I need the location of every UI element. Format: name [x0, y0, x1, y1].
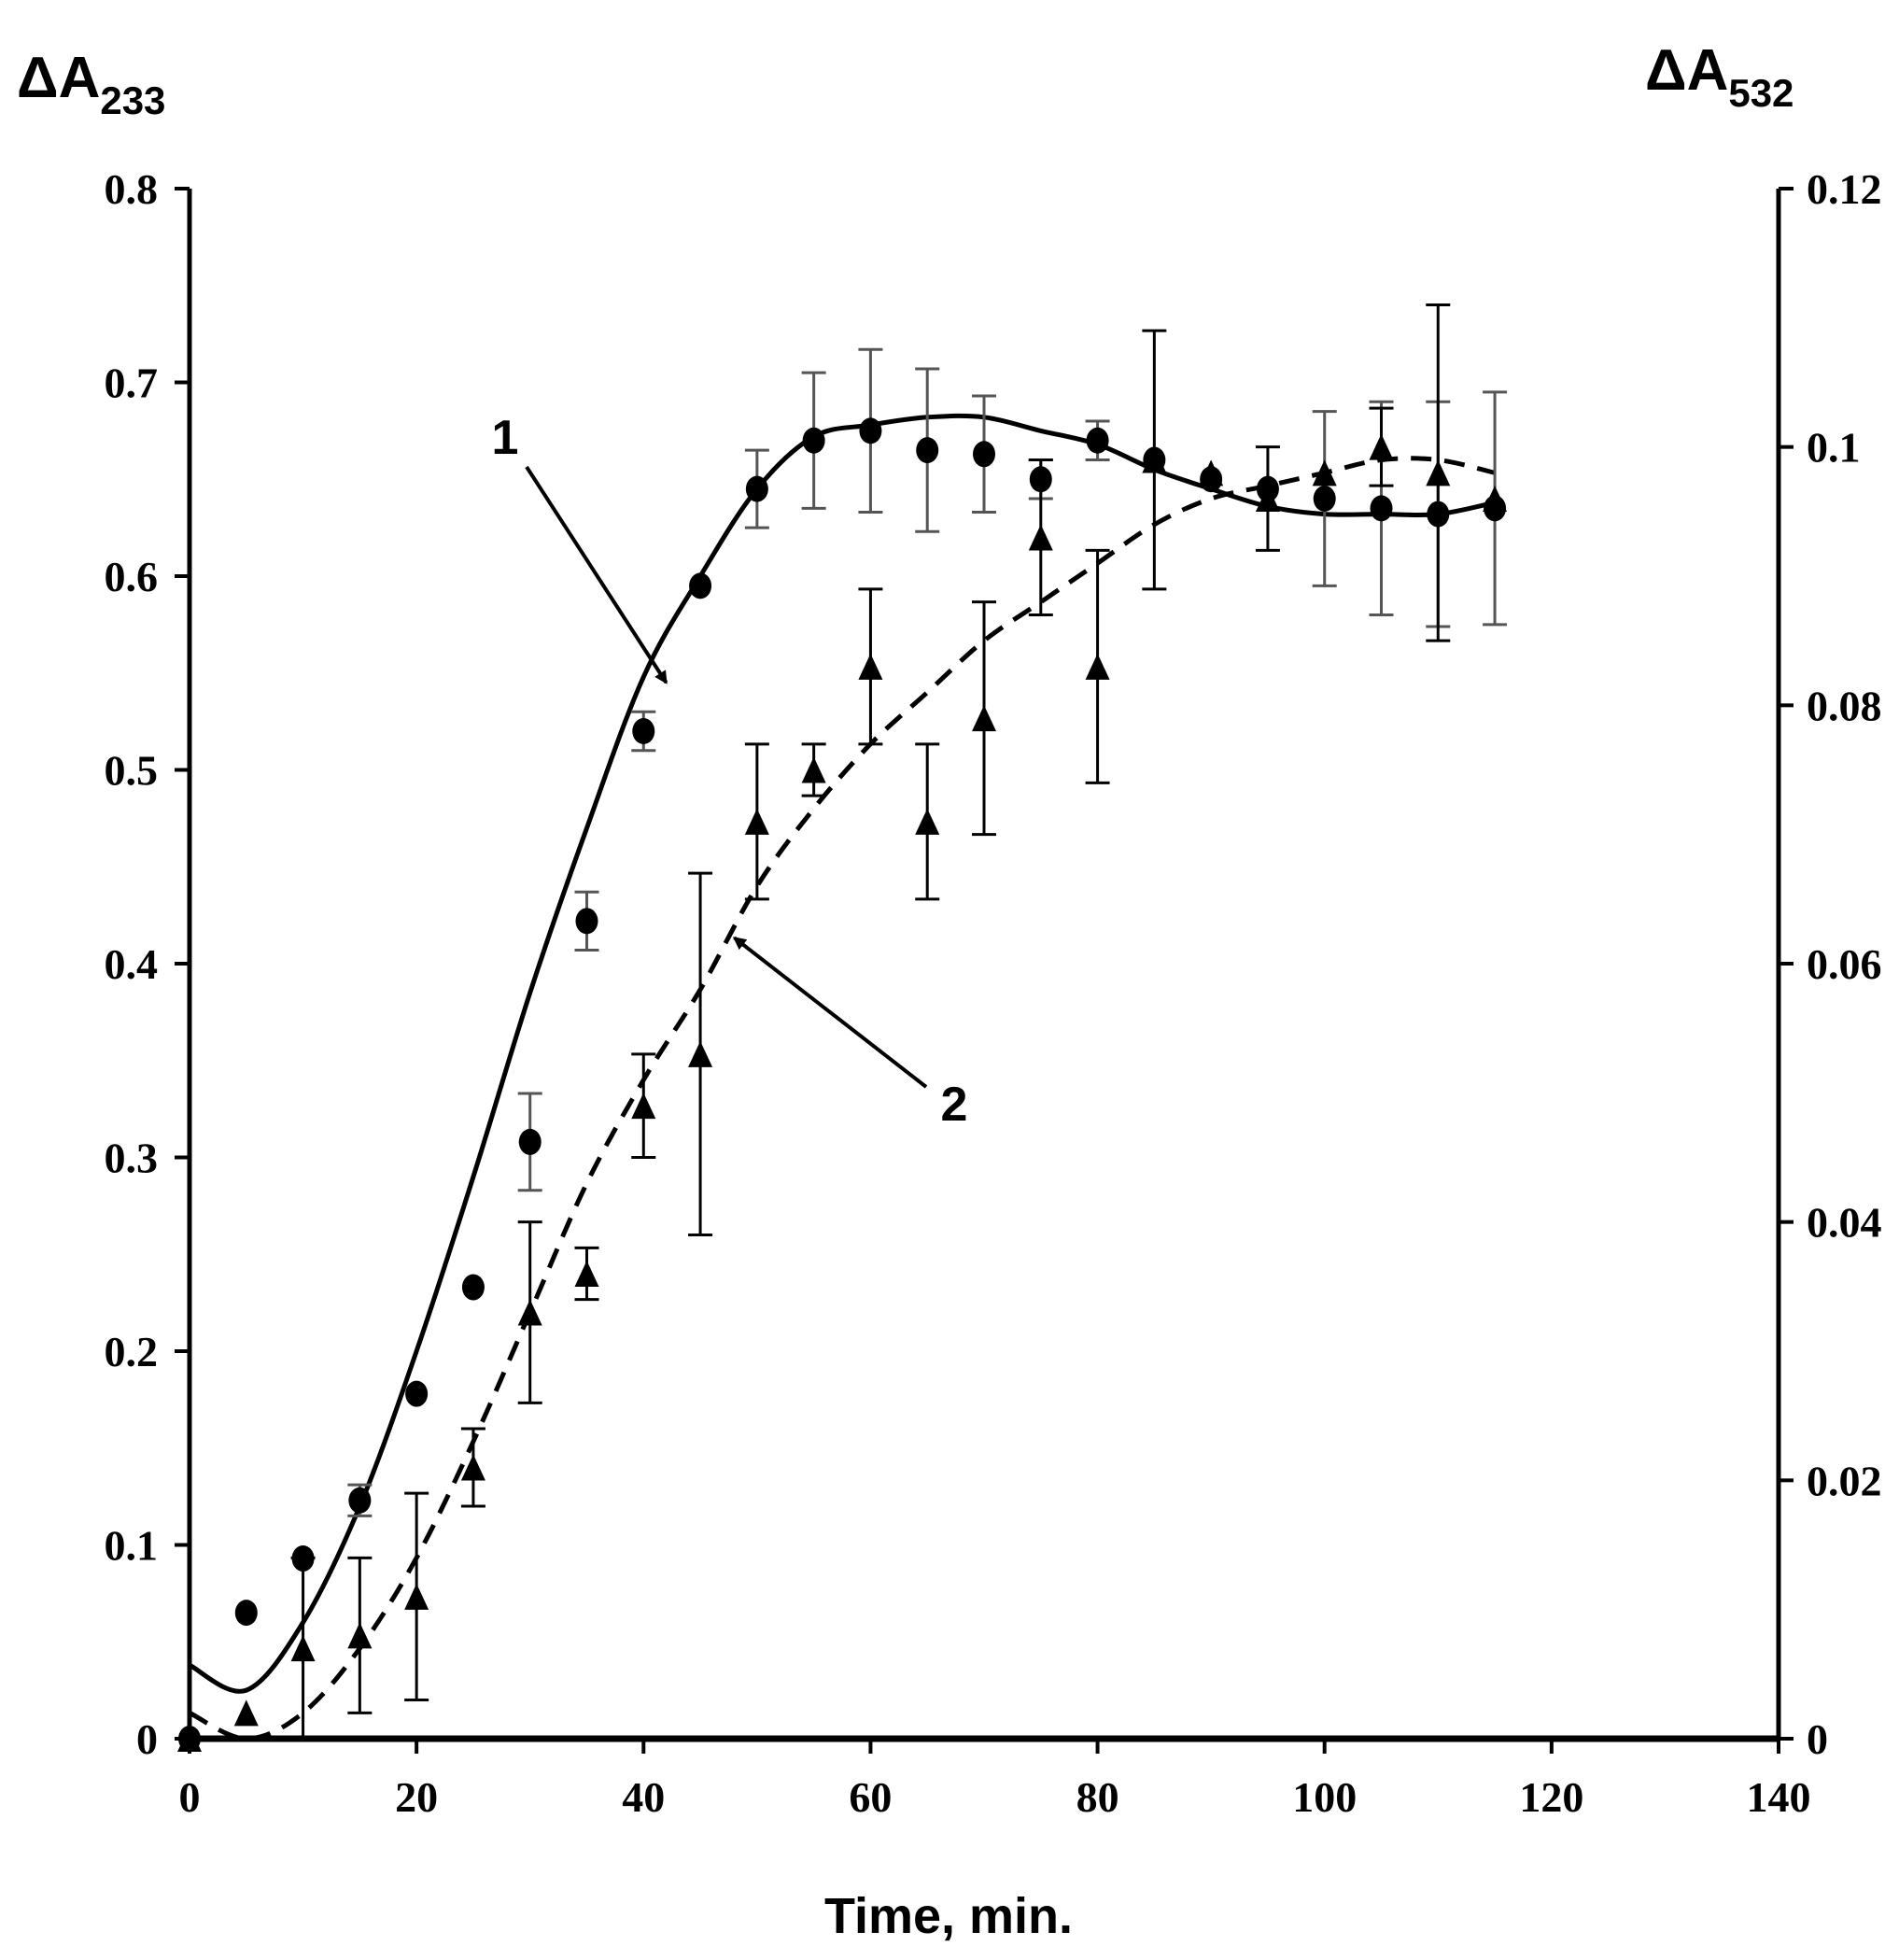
- circle-point: [745, 475, 768, 502]
- triangle-point: [290, 1635, 316, 1662]
- triangle-point: [517, 1299, 542, 1326]
- y-axis-left-label: ΔA233: [17, 46, 165, 122]
- circle-point: [689, 572, 712, 599]
- annotation-arrow-1: [525, 465, 668, 684]
- axes: 0 20 40 60 80 100 120 14000.10.20.30.40.50.60.7…: [105, 165, 1882, 1821]
- circle-point: [916, 437, 939, 464]
- fit-curves: [188, 413, 1496, 1741]
- circle-point: [461, 1274, 485, 1301]
- y-tick-right-label: 0.06: [1807, 940, 1882, 988]
- triangle-point: [1028, 524, 1053, 551]
- y-tick-left-label: 0.4: [105, 940, 159, 988]
- circle-point: [1029, 466, 1052, 493]
- error-bars: [290, 303, 1508, 1741]
- triangle-point: [177, 1726, 202, 1752]
- triangle-point: [631, 1093, 656, 1120]
- y-tick-right-label: 0.08: [1807, 682, 1882, 729]
- y-tick-right-label: 0: [1807, 1715, 1828, 1763]
- circle-point: [632, 718, 655, 744]
- y-axis-right-label-sub: 532: [1728, 71, 1794, 115]
- circle-point: [518, 1128, 542, 1155]
- triangle-point: [1312, 459, 1337, 486]
- circle-point: [234, 1600, 258, 1627]
- triangle-point: [1142, 446, 1167, 473]
- circle-point: [405, 1380, 429, 1407]
- y-tick-left-label: 0.2: [105, 1328, 159, 1375]
- y-tick-right-label: 0.1: [1807, 424, 1861, 472]
- circle-point: [575, 908, 598, 935]
- triangle-point: [1255, 486, 1280, 512]
- x-tick-label: 0: [179, 1773, 201, 1821]
- triangle-point: [688, 1040, 713, 1067]
- triangle-point: [347, 1622, 373, 1649]
- y-axis-right-label-main: ΔA: [1645, 38, 1728, 103]
- triangle-point: [801, 756, 826, 783]
- y-tick-right-label: 0.02: [1807, 1457, 1882, 1504]
- y-tick-right-label: 0.04: [1807, 1199, 1882, 1247]
- annotations: 12: [492, 411, 968, 1132]
- triangle-point: [915, 808, 940, 835]
- y-tick-left-label: 0.6: [105, 553, 159, 600]
- circle-point: [802, 427, 825, 454]
- y-tick-left-label: 0.1: [105, 1522, 159, 1570]
- y-tick-left-label: 0: [136, 1715, 158, 1763]
- y-tick-right-label: 0.12: [1807, 165, 1882, 213]
- y-tick-left-label: 0.5: [105, 747, 159, 795]
- y-tick-left-label: 0.7: [105, 360, 159, 407]
- triangle-point: [233, 1699, 259, 1727]
- annotation-arrow-2: [732, 936, 928, 1089]
- x-axis-label: Time, min.: [824, 1888, 1073, 1944]
- circle-point: [291, 1545, 315, 1572]
- x-tick-label: 140: [1747, 1773, 1811, 1821]
- circle-point: [1086, 427, 1109, 454]
- x-tick-label: 100: [1292, 1773, 1357, 1821]
- y-axis-left-label-sub: 233: [100, 78, 165, 122]
- circle-point: [348, 1487, 372, 1514]
- circle-point: [1427, 501, 1450, 528]
- triangle-point: [1483, 486, 1508, 512]
- x-tick-label: 40: [622, 1773, 665, 1821]
- fit-curve-1: [188, 413, 1496, 1694]
- y-axis-right-label: ΔA532: [1645, 38, 1794, 115]
- triangle-point: [1199, 459, 1224, 486]
- x-tick-label: 60: [849, 1773, 892, 1821]
- fit-curve-2: [188, 456, 1496, 1741]
- annotation-label-2: 2: [941, 1078, 968, 1132]
- annotation-label-1: 1: [492, 411, 519, 465]
- y-tick-left-label: 0.3: [105, 1135, 159, 1182]
- triangle-point: [972, 705, 996, 732]
- triangle-point: [1369, 433, 1394, 460]
- data-markers: [177, 417, 1508, 1752]
- triangle-point: [858, 653, 883, 680]
- triangle-point: [1426, 459, 1451, 486]
- x-tick-label: 120: [1519, 1773, 1583, 1821]
- circle-point: [1370, 495, 1393, 522]
- y-axis-left-label-main: ΔA: [17, 46, 100, 110]
- x-tick-label: 20: [395, 1773, 438, 1821]
- triangle-point: [404, 1583, 429, 1610]
- x-tick-label: 80: [1076, 1773, 1119, 1821]
- triangle-point: [460, 1454, 485, 1481]
- triangle-point: [574, 1261, 599, 1287]
- circle-point: [859, 417, 882, 444]
- circle-point: [973, 441, 995, 468]
- triangle-point: [1085, 653, 1110, 680]
- triangle-point: [744, 808, 769, 835]
- circle-point: [1313, 486, 1336, 512]
- y-tick-left-label: 0.8: [105, 165, 159, 213]
